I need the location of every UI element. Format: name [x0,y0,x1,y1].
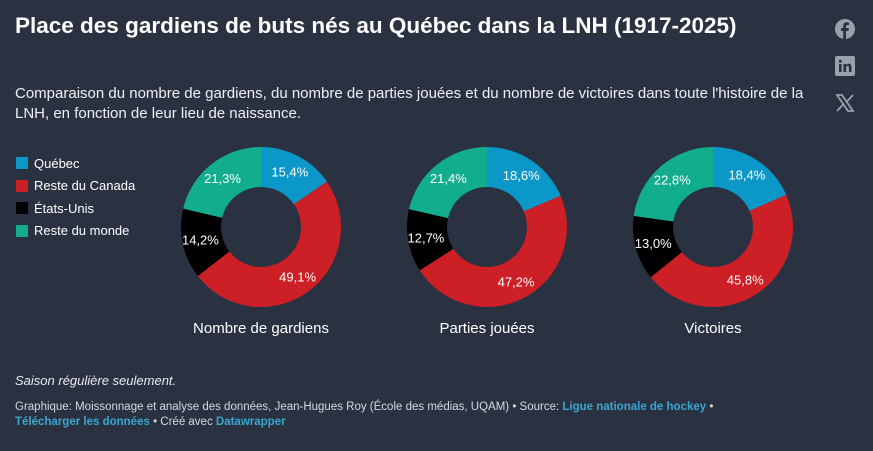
legend-label: Reste du monde [34,223,130,239]
credit-text: Graphique: Moissonnage et analyse des do… [15,401,563,413]
donut-slice [713,147,787,211]
data-label: 49,1% [279,270,316,285]
datawrapper-link[interactable]: Datawrapper [215,416,286,428]
legend-swatch [16,224,28,237]
data-label: 14,2% [182,233,219,248]
donut-slice [180,208,230,277]
donut-slice [487,147,561,212]
made-with-text: • Créé avec [149,416,216,428]
legend-swatch [16,179,28,192]
chart-title: Place des gardiens de buts nés au Québec… [15,13,737,38]
chart-subtitle: Comparaison du nombre de gardiens, du no… [15,85,804,122]
legend-label: Québec [34,155,80,171]
data-label: 21,4% [430,171,467,186]
donut-slice [650,194,794,308]
x-icon[interactable] [834,92,856,114]
download-data-link[interactable]: Télécharger les données [15,416,150,428]
note: Saison régulière seulement. [15,373,177,388]
separator: • [706,401,714,413]
donut-slice [183,147,261,218]
facebook-icon[interactable] [834,18,856,40]
legend-item-reste-du-monde: Reste du monde [16,220,135,243]
data-label: 13,0% [635,236,672,251]
data-label: 45,8% [727,272,764,287]
linkedin-icon[interactable] [834,55,856,77]
donut-slice [197,181,341,307]
donut-title: Victoires [684,320,741,337]
data-label: 18,6% [503,168,540,183]
donut-slice [633,147,713,222]
legend-swatch [16,202,28,215]
legend-item-reste-du-canada: Reste du Canada [16,175,135,198]
donut-slice [409,147,487,219]
donut-title: Nombre de gardiens [193,320,329,337]
donut-slice [633,215,682,278]
legend-item-etats-unis: États-Unis [16,197,135,220]
legend-item-quebec: Québec [16,152,135,175]
data-label: 18,4% [728,168,765,183]
donut-title: Parties jouées [439,320,534,337]
data-label: 21,3% [204,171,241,186]
donut-slice [407,209,454,271]
footer: Graphique: Moissonnage et analyse des do… [15,400,835,430]
data-label: 47,2% [498,274,535,289]
source-link[interactable]: Ligue nationale de hockey [562,401,707,413]
data-label: 12,7% [408,230,445,245]
legend-swatch [16,157,28,170]
legend: Québec Reste du Canada États-Unis Reste … [16,152,135,242]
donut-slice [261,147,327,205]
donut-slice [419,195,568,308]
data-label: 15,4% [271,165,308,180]
data-label: 22,8% [654,173,691,188]
legend-label: États-Unis [34,200,94,216]
legend-label: Reste du Canada [34,178,136,194]
